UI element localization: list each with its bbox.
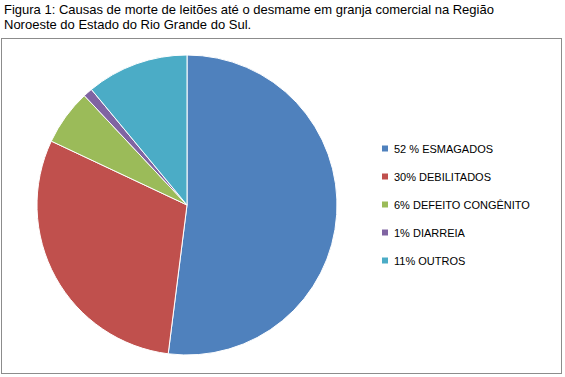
- svg-text:Figura 1: Causas de morte de l: Figura 1: Causas de morte de leitões até…: [4, 2, 498, 17]
- svg-text:52 % ESMAGADOS: 52 % ESMAGADOS: [394, 143, 493, 155]
- svg-text:6% DEFEITO CONGÊNITO: 6% DEFEITO CONGÊNITO: [394, 199, 530, 211]
- svg-text:11% OUTROS: 11% OUTROS: [394, 255, 465, 267]
- svg-text:1% DIARREIA: 1% DIARREIA: [394, 227, 466, 239]
- svg-text:30% DEBILITADOS: 30% DEBILITADOS: [394, 171, 491, 183]
- svg-text:Noroeste do Estado do Rio Gran: Noroeste do Estado do Rio Grande do Sul.: [4, 17, 251, 32]
